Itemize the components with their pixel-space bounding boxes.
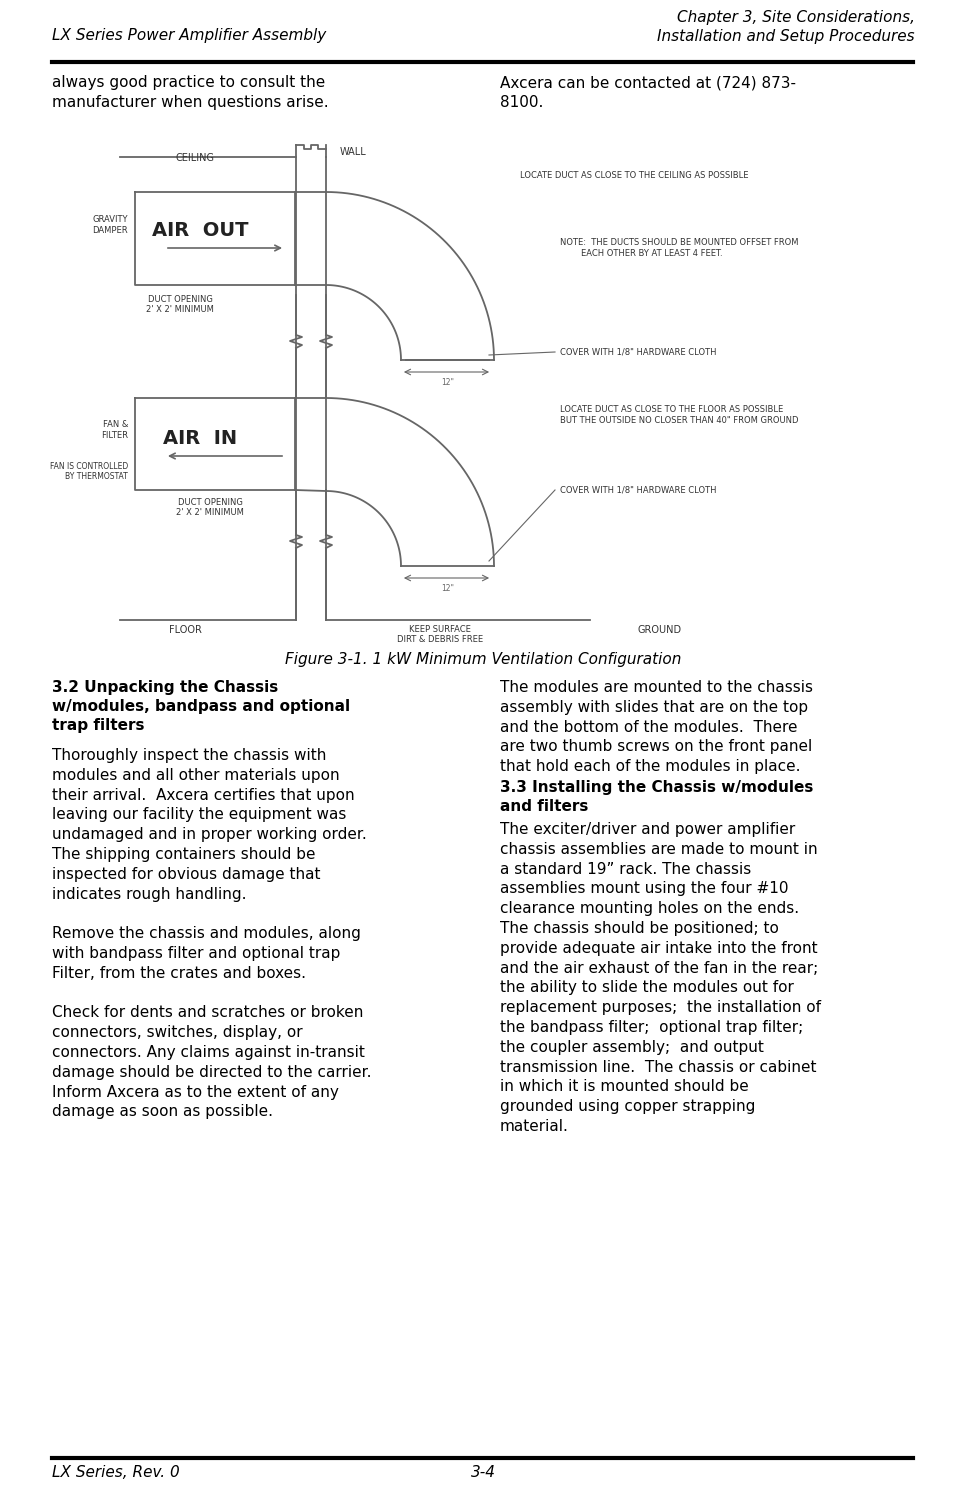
Text: LX Series, Rev. 0: LX Series, Rev. 0 [52, 1465, 179, 1480]
Text: WALL: WALL [340, 146, 367, 157]
Text: NOTE:  THE DUCTS SHOULD BE MOUNTED OFFSET FROM
        EACH OTHER BY AT LEAST 4 : NOTE: THE DUCTS SHOULD BE MOUNTED OFFSET… [560, 239, 798, 258]
Text: The exciter/driver and power amplifier
chassis assemblies are made to mount in
a: The exciter/driver and power amplifier c… [500, 823, 821, 1135]
Text: Thoroughly inspect the chassis with
modules and all other materials upon
their a: Thoroughly inspect the chassis with modu… [52, 748, 372, 1120]
Text: FLOOR: FLOOR [169, 626, 202, 635]
Text: AIR  OUT: AIR OUT [152, 221, 248, 239]
Text: LOCATE DUCT AS CLOSE TO THE FLOOR AS POSSIBLE
BUT THE OUTSIDE NO CLOSER THAN 40": LOCATE DUCT AS CLOSE TO THE FLOOR AS POS… [560, 405, 798, 424]
Text: 3.3 Installing the Chassis w/modules
and filters: 3.3 Installing the Chassis w/modules and… [500, 779, 813, 814]
Text: FAN &
FILTER: FAN & FILTER [101, 421, 128, 440]
Text: Axcera can be contacted at (724) 873-
8100.: Axcera can be contacted at (724) 873- 81… [500, 75, 796, 110]
Text: COVER WITH 1/8" HARDWARE CLOTH: COVER WITH 1/8" HARDWARE CLOTH [560, 348, 716, 357]
Text: 12": 12" [441, 378, 454, 387]
Text: GRAVITY
DAMPER: GRAVITY DAMPER [93, 215, 128, 234]
Text: The modules are mounted to the chassis
assembly with slides that are on the top
: The modules are mounted to the chassis a… [500, 679, 813, 775]
Text: LOCATE DUCT AS CLOSE TO THE CEILING AS POSSIBLE: LOCATE DUCT AS CLOSE TO THE CEILING AS P… [520, 170, 749, 179]
Text: COVER WITH 1/8" HARDWARE CLOTH: COVER WITH 1/8" HARDWARE CLOTH [560, 485, 716, 494]
Text: Figure 3-1. 1 kW Minimum Ventilation Configuration: Figure 3-1. 1 kW Minimum Ventilation Con… [285, 652, 681, 667]
Text: DUCT OPENING
2' X 2' MINIMUM: DUCT OPENING 2' X 2' MINIMUM [146, 296, 214, 315]
Text: KEEP SURFACE
DIRT & DEBRIS FREE: KEEP SURFACE DIRT & DEBRIS FREE [397, 626, 483, 645]
Text: 12": 12" [441, 584, 454, 593]
Text: DUCT OPENING
2' X 2' MINIMUM: DUCT OPENING 2' X 2' MINIMUM [176, 499, 244, 518]
Text: GROUND: GROUND [638, 626, 682, 635]
Text: FAN IS CONTROLLED
BY THERMOSTAT: FAN IS CONTROLLED BY THERMOSTAT [50, 461, 128, 481]
Text: 3.2 Unpacking the Chassis
w/modules, bandpass and optional
trap filters: 3.2 Unpacking the Chassis w/modules, ban… [52, 679, 350, 733]
Text: 3-4: 3-4 [471, 1465, 495, 1480]
Text: AIR  IN: AIR IN [163, 428, 237, 448]
Text: always good practice to consult the
manufacturer when questions arise.: always good practice to consult the manu… [52, 75, 329, 110]
Text: CEILING: CEILING [176, 152, 214, 163]
Text: Chapter 3, Site Considerations,
Installation and Setup Procedures: Chapter 3, Site Considerations, Installa… [657, 10, 915, 43]
Text: LX Series Power Amplifier Assembly: LX Series Power Amplifier Assembly [52, 28, 326, 43]
